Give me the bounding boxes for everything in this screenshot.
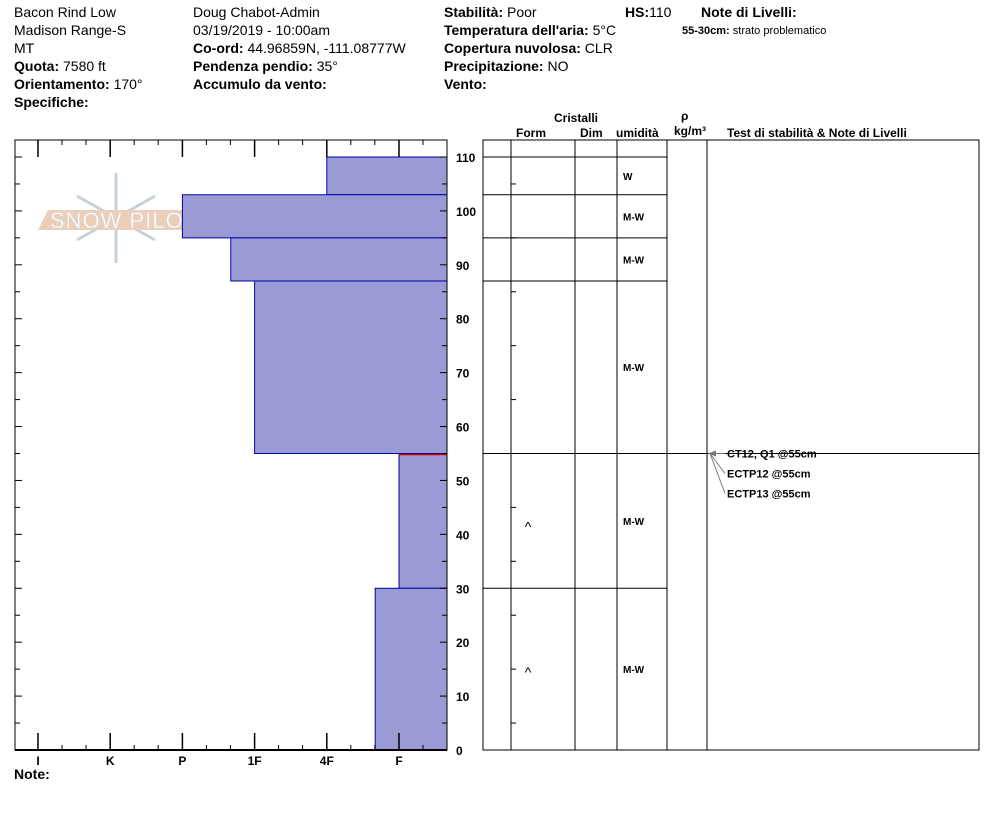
logo-text: SNOW PILOT [50,208,198,233]
stability-test-label: ECTP12 @55cm [727,469,811,481]
y-tick-label: 40 [456,528,470,542]
elevation: Quota: 7580 ft [14,58,106,74]
y-tick-label: 110 [456,151,476,165]
layer-note: 55-30cm: strato problematico [682,25,827,37]
y-tick-label: 100 [456,205,476,219]
dim-header: Dim [580,126,603,140]
aspect: Orientamento: 170° [14,76,143,92]
y-tick-label: 60 [456,421,470,435]
snowpilot-logo: SNOW PILOT [38,173,198,263]
layer-table-frame [482,139,980,751]
moisture-cell: W [623,172,633,183]
form-header: Form [516,126,546,140]
stability-test-label: CT12, Q1 @55cm [727,449,817,461]
stability-test-label: ECTP13 @55cm [727,489,811,501]
test-arrow [709,453,726,494]
hardness-layer-bar [374,587,448,751]
moisture-cell: M-W [623,517,645,528]
specifics: Specifiche: [14,94,89,110]
y-tick-label: 0 [456,744,463,758]
y-tick-label: 10 [456,690,470,704]
moisture-cell: M-W [623,212,645,223]
hardness-layer-bar [181,194,448,239]
y-tick-label: 30 [456,582,470,596]
x-tick-label: P [178,754,186,768]
state: MT [14,40,35,56]
location: Bacon Rind Low [14,4,116,20]
coordinates: Co-ord: 44.96859N, -111.08777W [193,40,406,56]
y-tick-label: 80 [456,313,470,327]
x-tick-label: I [36,754,39,768]
datetime: 03/19/2019 - 10:00am [193,22,330,38]
wind-loading: Accumulo da vento: [193,76,327,92]
rho-header: ρ [681,109,689,123]
moisture-cell: M-W [623,255,645,266]
grain-form-depth-hoar-icon: ^ [525,664,532,680]
observer: Doug Chabot-Admin [193,4,320,20]
crystals-header: Cristalli [554,111,599,125]
note-label: Note: [14,766,50,782]
x-tick-label: 4F [320,754,334,768]
moisture-cell: M-W [623,363,645,374]
layer-notes-label: Note di Livelli: [701,4,797,20]
y-tick-label: 90 [456,259,470,273]
wind: Vento: [444,76,487,92]
grain-form-depth-hoar-icon: ^ [525,519,532,535]
range: Madison Range-S [14,22,127,38]
x-tick-label: K [106,754,115,768]
hs: HS:110 [625,4,672,20]
y-tick-label: 70 [456,367,470,381]
slope: Pendenza pendio: 35° [193,58,338,74]
hardness-layer-bar [230,237,448,282]
precipitation: Precipitazione: NO [444,58,569,74]
hardness-layer-bar [398,453,448,589]
moisture-cell: M-W [623,665,645,676]
moisture-header: umidità [616,126,659,140]
density-unit-header: kg/m³ [674,124,707,138]
arrowhead-icon [708,450,716,457]
y-tick-label: 20 [456,636,470,650]
stability-notes-header: Test di stabilità & Note di Livelli [727,126,907,140]
hardness-layer-bar [254,280,448,454]
y-tick-label: 50 [456,474,470,488]
x-tick-label: F [395,754,402,768]
test-arrow [709,453,726,474]
hardness-layer-bar [326,156,448,196]
x-tick-label: 1F [248,754,262,768]
air-temp: Temperatura dell'aria: 5°C [444,22,617,38]
cloud-cover: Copertura nuvolosa: CLR [444,40,613,56]
stability: Stabilità: Poor [444,4,537,20]
